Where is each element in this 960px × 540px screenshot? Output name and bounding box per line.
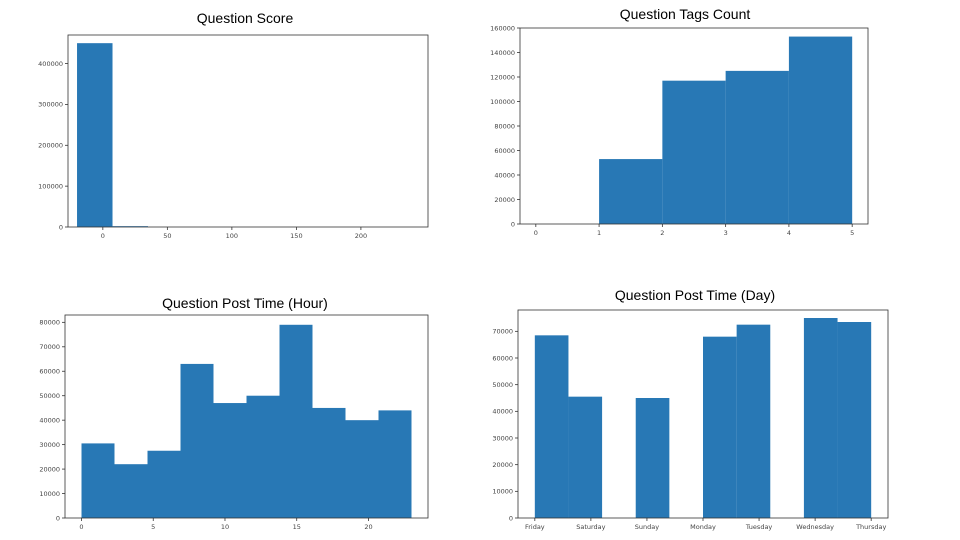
chart-title-post-day: Question Post Time (Day) [614,287,776,303]
y-tick-label: 40000 [39,416,60,424]
chart-title-post-hour: Question Post Time (Hour) [162,295,328,311]
y-tick-label: 160000 [490,24,515,32]
y-tick-label: 50000 [492,381,513,389]
histogram-bar [246,395,280,518]
y-tick-label: 20000 [492,461,513,469]
y-tick-label: 70000 [39,343,60,351]
histogram-bar [568,396,603,518]
histogram-bar [788,36,853,225]
x-tick-label: 0 [534,229,538,237]
y-tick-label: 0 [59,223,63,231]
y-tick-label: 200000 [38,142,63,150]
x-tick-label: 1 [597,229,601,237]
y-tick-label: 40000 [494,171,515,179]
histogram-bar [279,324,313,518]
y-tick-label: 300000 [38,101,63,109]
x-tick-label: Saturday [576,523,605,531]
histogram-bar [77,43,113,227]
y-tick-label: 10000 [492,488,513,496]
x-tick-label: 0 [79,523,83,531]
y-tick-label: 0 [56,514,60,522]
x-tick-label: 0 [101,232,105,240]
histogram-bar [534,335,569,518]
y-tick-label: 120000 [490,73,515,81]
x-tick-label: 50 [163,232,171,240]
x-tick-label: 3 [724,229,728,237]
y-tick-label: 0 [509,514,513,522]
histogram-bar [599,159,663,224]
x-tick-label: 2 [660,229,664,237]
x-tick-label: 4 [787,229,791,237]
x-tick-label: Friday [525,523,545,531]
histogram-bar [837,322,872,518]
x-tick-label: Sunday [635,523,659,531]
histogram-bar [81,443,115,518]
x-tick-label: Wednesday [796,523,834,531]
y-tick-label: 60000 [494,147,515,155]
y-tick-label: 30000 [39,441,60,449]
chart-title-tags-count: Question Tags Count [619,6,751,22]
y-tick-label: 0 [511,220,515,228]
x-tick-label: 5 [850,229,854,237]
plot-frame [67,34,429,228]
x-tick-label: 100 [226,232,238,240]
histogram-bar [703,336,737,518]
y-tick-label: 20000 [39,465,60,473]
histogram-bar [635,398,670,518]
histogram-bar [803,318,838,518]
y-tick-label: 60000 [492,354,513,362]
x-tick-label: 200 [355,232,367,240]
y-tick-label: 30000 [492,434,513,442]
y-tick-label: 10000 [39,490,60,498]
y-tick-label: 100000 [490,98,515,106]
x-tick-label: Monday [690,523,716,531]
x-tick-label: 15 [293,523,301,531]
y-tick-label: 50000 [39,392,60,400]
y-tick-label: 80000 [39,319,60,327]
histogram-bar [725,70,789,224]
x-tick-label: Thursday [855,523,886,531]
histogram-bar [213,403,247,518]
histogram-bar [112,226,148,227]
chart-title-score: Question Score [196,10,294,26]
y-tick-label: 100000 [38,182,63,190]
histogram-bar [345,420,379,518]
x-tick-label: 10 [221,523,229,531]
y-tick-label: 400000 [38,60,63,68]
x-tick-label: Tuesday [745,523,773,531]
histogram-bar [736,324,771,518]
y-tick-label: 140000 [490,49,515,57]
y-tick-label: 40000 [492,408,513,416]
x-tick-label: 150 [290,232,302,240]
y-tick-label: 70000 [492,328,513,336]
histogram-bar [378,410,412,518]
plot-frame [64,314,429,519]
y-tick-label: 80000 [494,122,515,130]
y-tick-label: 60000 [39,368,60,376]
histogram-bar [147,450,181,518]
histogram-bar [180,363,214,518]
x-tick-label: 5 [151,523,155,531]
x-tick-label: 20 [364,523,372,531]
y-tick-label: 20000 [494,196,515,204]
histogram-bar [114,464,148,518]
histogram-bar [312,407,346,518]
histogram-bar [662,80,726,224]
